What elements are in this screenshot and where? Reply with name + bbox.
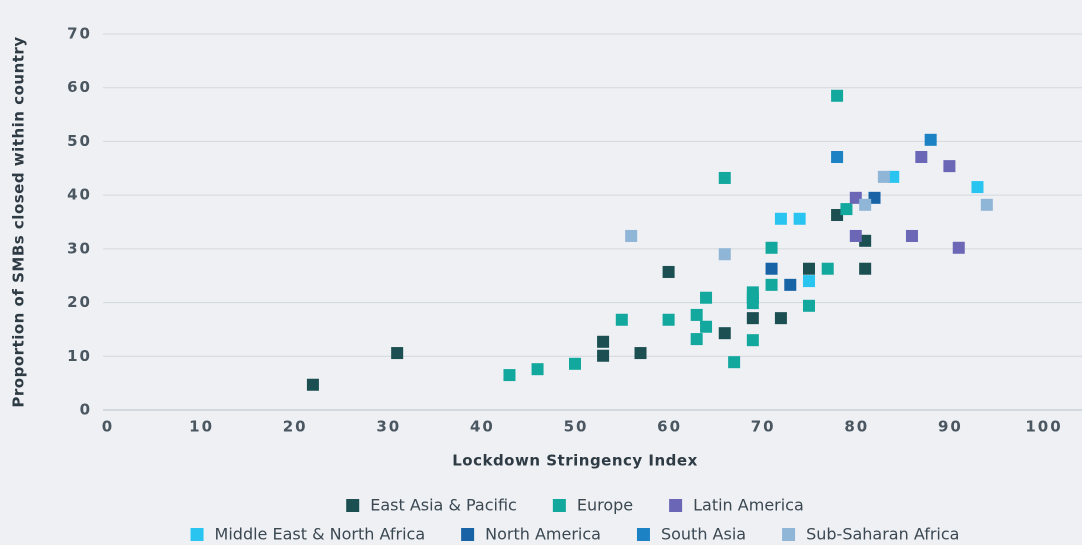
data-point	[831, 209, 844, 222]
data-point	[821, 262, 834, 275]
legend-swatch	[669, 499, 683, 512]
data-point	[690, 308, 703, 321]
legend-item: South Asia	[636, 525, 746, 544]
data-point	[803, 275, 815, 288]
data-point	[793, 212, 806, 225]
legend-label: North America	[485, 525, 601, 544]
data-point	[774, 312, 787, 325]
data-point	[531, 363, 544, 376]
x-tick-label: 10	[189, 418, 214, 436]
data-point	[859, 234, 872, 247]
x-tick-label: 90	[938, 418, 963, 436]
legend-item: Middle East & North Africa	[190, 525, 426, 544]
x-tick-label: 40	[470, 418, 495, 436]
data-point	[306, 378, 319, 391]
legend-row: Middle East & North Africa North America S…	[190, 525, 959, 544]
legend-item: Sub-Saharan Africa	[782, 525, 959, 544]
data-point	[765, 278, 778, 291]
x-tick-label: 80	[844, 418, 869, 436]
legend-item: Latin America	[669, 496, 804, 515]
data-point	[971, 181, 984, 194]
data-point	[746, 312, 759, 325]
data-point	[868, 191, 881, 204]
y-tick-label: 50	[67, 132, 92, 150]
data-point	[615, 313, 628, 326]
x-tick-label: 20	[283, 418, 308, 436]
data-point	[803, 299, 815, 312]
data-point	[877, 170, 890, 183]
x-tick-label: 60	[657, 418, 682, 436]
data-point	[952, 241, 965, 254]
data-point	[784, 278, 797, 291]
data-point	[700, 320, 713, 333]
legend-row: East Asia & Pacific Europe Latin America	[346, 496, 804, 515]
data-point	[728, 356, 741, 369]
x-tick-label: 0	[102, 418, 114, 436]
data-point	[662, 265, 675, 278]
legend-swatch	[782, 528, 796, 541]
legend-label: Europe	[577, 496, 633, 515]
y-tick-label: 60	[67, 78, 92, 96]
x-tick-label: 30	[376, 418, 401, 436]
data-point	[700, 291, 713, 304]
y-tick-label: 0	[80, 401, 92, 419]
x-tick-label: 50	[564, 418, 589, 436]
data-point	[859, 262, 872, 275]
y-tick-label: 30	[67, 239, 92, 257]
data-point	[840, 203, 853, 216]
data-point	[849, 191, 862, 204]
data-point	[859, 198, 872, 211]
legend-label: Sub-Saharan Africa	[806, 525, 959, 544]
data-point	[597, 335, 610, 348]
data-point	[597, 349, 610, 362]
legend-swatch	[636, 528, 650, 541]
data-point	[625, 229, 638, 242]
data-point	[831, 89, 844, 102]
x-tick-label: 70	[751, 418, 776, 436]
data-point	[391, 347, 404, 360]
data-point	[831, 151, 844, 164]
data-point	[503, 369, 516, 382]
data-point	[569, 357, 581, 370]
legend-label: Middle East & North Africa	[215, 525, 426, 544]
data-point	[765, 262, 778, 275]
data-point	[803, 262, 815, 275]
x-axis-label: Lockdown Stringency Index	[452, 452, 698, 470]
y-tick-label: 40	[67, 186, 92, 204]
data-point	[849, 229, 862, 242]
data-point	[690, 333, 703, 346]
data-point	[662, 313, 675, 326]
data-point	[915, 151, 928, 164]
legend-swatch	[461, 528, 475, 541]
y-axis-label: Proportion of SMBs closed within country	[10, 36, 28, 407]
legend-swatch	[190, 528, 204, 541]
legend-swatch	[346, 499, 360, 512]
legend-label: Latin America	[693, 496, 804, 515]
data-point	[887, 170, 900, 183]
y-tick-label: 20	[67, 293, 92, 311]
legend-label: South Asia	[661, 525, 746, 544]
legend-label: East Asia & Pacific	[370, 496, 517, 515]
y-tick-label: 70	[67, 25, 92, 43]
data-point	[746, 286, 759, 299]
legend-item: Europe	[552, 496, 633, 515]
data-point	[774, 212, 787, 225]
data-point	[634, 347, 647, 360]
data-point	[718, 248, 731, 261]
data-point	[905, 229, 918, 242]
data-point	[943, 160, 956, 173]
data-point	[718, 327, 731, 340]
data-point	[980, 198, 993, 211]
legend-item: East Asia & Pacific	[346, 496, 517, 515]
x-tick-label: 100	[1025, 418, 1062, 436]
legend-item: North America	[461, 525, 601, 544]
data-point	[746, 334, 759, 347]
data-point	[718, 171, 731, 184]
y-tick-label: 10	[67, 347, 92, 365]
data-point	[765, 241, 778, 254]
legend-swatch	[552, 499, 566, 512]
data-point	[924, 133, 937, 146]
